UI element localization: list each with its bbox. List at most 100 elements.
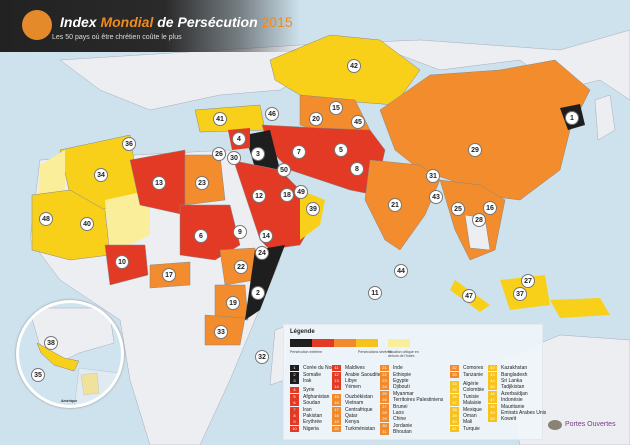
rank-marker: 32 <box>255 350 269 364</box>
rank-marker: 15 <box>329 101 343 115</box>
country-name: Erythrée <box>303 419 322 426</box>
rank-number: 43 <box>488 371 497 378</box>
legend-column: 32 Comores 33 Tanzanie 34 Algérie 35 Colombie 36… <box>450 365 484 432</box>
scale-label-extreme: Persécution extrême <box>290 350 323 354</box>
rank-number: 9 <box>290 419 299 426</box>
america-inset: Amérique <box>16 300 124 408</box>
legend-entry: 29 Chine <box>380 416 443 423</box>
rank-marker: 28 <box>472 213 486 227</box>
rank-number: 34 <box>450 380 459 387</box>
rank-marker: 47 <box>462 289 476 303</box>
scale-moderate <box>356 339 378 347</box>
rank-marker: 5 <box>334 143 348 157</box>
legend-entry: 48 Mauritanie <box>488 403 546 410</box>
rank-number: 21 <box>380 365 389 372</box>
country-name: Kazakhstan <box>501 365 528 372</box>
legend-entry: 7 Iran <box>290 406 336 413</box>
rank-marker: 23 <box>195 176 209 190</box>
country-name: Egypte <box>393 377 409 384</box>
legend-entry: 37 Malaisie <box>450 400 484 407</box>
country-name: Libye <box>345 377 357 384</box>
rank-marker: 4 <box>232 132 246 146</box>
legend-entry: 3 Irak <box>290 377 336 384</box>
country-name: Maldives <box>345 365 365 372</box>
country-name: Tadjikistan <box>501 384 525 391</box>
rank-marker: 2 <box>251 286 265 300</box>
legend-entry: 26 Territoires Palestiniens <box>380 397 444 404</box>
rank-number: 2 <box>290 371 299 378</box>
rank-marker: 22 <box>234 260 248 274</box>
country-name: Inde <box>393 365 403 372</box>
country-name: Chine <box>393 416 407 423</box>
country-name: Vietnam <box>345 400 364 407</box>
country-name: Territoires Palestiniens <box>393 397 444 404</box>
rank-number: 28 <box>380 409 389 416</box>
legend-entry: 15 Ouzbékistan <box>332 393 381 400</box>
country-name: Arabie Saoudite <box>345 371 381 378</box>
rank-number: 46 <box>488 390 497 397</box>
legend-entry: 12 Arabie Saoudite <box>332 371 381 378</box>
portes-ouvertes-logo: Portes Ouvertes <box>548 418 626 434</box>
rank-marker: 44 <box>394 264 408 278</box>
rank-number: 12 <box>332 371 341 378</box>
legend-entry: 10 Nigeria <box>290 425 336 432</box>
country-name: Tanzanie <box>463 371 484 378</box>
rank-number: 37 <box>450 400 459 407</box>
rank-number: 36 <box>450 393 459 400</box>
legend-entry: 33 Tanzanie <box>450 371 484 378</box>
rank-marker: 12 <box>252 189 266 203</box>
legend-entry: 23 Egypte <box>380 377 443 384</box>
rank-marker: 24 <box>255 246 269 260</box>
scale-critical <box>388 339 410 347</box>
legend-entry: 34 Algérie <box>450 380 484 387</box>
rank-number: 18 <box>332 412 341 419</box>
legend-entry: 20 Turkménistan <box>332 425 381 432</box>
country-name: Malaisie <box>463 400 482 407</box>
legend-entry: 22 Ethiopie <box>380 371 443 378</box>
rank-marker: 1 <box>565 111 579 125</box>
country-name: Emirats Arabes Unis <box>501 409 547 416</box>
header-banner: Index Mondial de Persécution 2015 Les 50… <box>0 0 300 52</box>
rank-number: 5 <box>290 393 299 400</box>
legend-entry: 8 Pakistan <box>290 412 336 419</box>
rank-marker: 43 <box>429 190 443 204</box>
legend-entry: 31 Bhoutan <box>380 429 443 436</box>
rank-marker: 48 <box>39 212 53 226</box>
legend-entry: 39 Oman <box>450 412 484 419</box>
country-name: Kenya <box>345 419 360 426</box>
rank-marker: 14 <box>259 229 273 243</box>
rank-number: 25 <box>380 390 389 397</box>
legend-entry: 36 Tunisie <box>450 393 484 400</box>
legend-entry: 43 Bangladesh <box>488 371 546 378</box>
rank-marker: 19 <box>226 296 240 310</box>
rank-marker: 6 <box>194 229 208 243</box>
rank-marker: 16 <box>483 201 497 215</box>
rank-marker: 39 <box>306 202 320 216</box>
rank-number: 13 <box>332 377 341 384</box>
country-name: Bhoutan <box>393 429 412 436</box>
country-name: Comores <box>463 365 484 372</box>
country-name: Mauritanie <box>501 403 525 410</box>
rank-marker: 26 <box>212 147 226 161</box>
country-name: Nigeria <box>303 425 319 432</box>
scale-high <box>334 339 356 347</box>
rank-number: 45 <box>488 384 497 391</box>
country-name: Koweït <box>501 416 517 423</box>
rank-number: 47 <box>488 397 497 404</box>
rank-marker: 9 <box>233 225 247 239</box>
rank-number: 8 <box>290 412 299 419</box>
legend-entry: 5 Afghanistan <box>290 393 336 400</box>
rank-number: 23 <box>380 377 389 384</box>
rank-number: 3 <box>290 377 299 384</box>
rank-number: 15 <box>332 393 341 400</box>
logo-stone-icon <box>548 420 562 430</box>
rank-number: 26 <box>380 397 389 404</box>
rank-marker: 46 <box>265 107 279 121</box>
rank-number: 32 <box>450 365 459 372</box>
country-name: Djibouti <box>393 384 410 391</box>
country-name: Mexique <box>463 406 482 413</box>
rank-marker: 38 <box>44 336 58 350</box>
legend-title: Légende <box>290 329 315 335</box>
rank-number: 7 <box>290 406 299 413</box>
legend-entry: 45 Tadjikistan <box>488 384 546 391</box>
